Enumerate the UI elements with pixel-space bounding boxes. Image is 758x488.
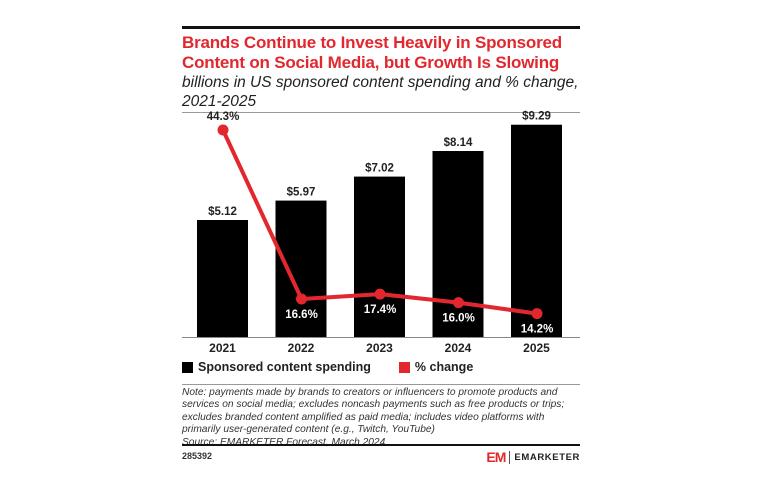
- note-text: Note: payments made by brands to creator…: [182, 387, 565, 436]
- change-value-label: 17.4%: [364, 304, 397, 316]
- bar-2023: [354, 176, 405, 337]
- chart-id: 285392: [182, 451, 213, 461]
- brand-logo: EM EMARKETER: [486, 449, 580, 465]
- x-tick-label: 2025: [523, 341, 550, 355]
- x-tick-label: 2021: [209, 341, 236, 355]
- bar-value-label: $9.29: [522, 111, 551, 123]
- change-point-2022: [296, 293, 307, 305]
- change-point-2023: [374, 288, 386, 300]
- bar-2025: [511, 124, 562, 337]
- bar-2022: [275, 200, 327, 337]
- source-text: Source: EMARKETER Forecast, March 2024: [182, 436, 386, 448]
- combo-chart: $5.12$5.97$7.02$8.14$9.29 2021 2022 2023 20…: [182, 111, 580, 355]
- change-value-label: 14.2%: [521, 324, 554, 336]
- em-logo-icon: EM: [486, 449, 506, 465]
- brand-name: EMARKETER: [514, 451, 580, 463]
- change-value-label: 16.0%: [442, 313, 475, 325]
- bar-value-label: $5.97: [287, 187, 316, 199]
- note-rule: [182, 384, 580, 385]
- legend-label-change: % change: [414, 360, 474, 374]
- change-value-label: 16.6%: [285, 309, 318, 321]
- bar-value-label: $7.02: [365, 163, 394, 175]
- bottom-rule: [182, 444, 580, 446]
- bar-series: $5.12 $5.97 $7.02 $8.14 $9.29: [197, 111, 562, 337]
- legend-item-change: % change: [398, 360, 474, 374]
- legend-label-spending: Sponsored content spending: [198, 360, 371, 374]
- chart-card: Brands Continue to Invest Heavily in Spo…: [182, 0, 580, 488]
- footnote: Note: payments made by brands to creator…: [182, 387, 582, 449]
- legend-swatch-change: [398, 361, 410, 373]
- bar-value-label: $5.12: [208, 206, 237, 218]
- legend: Sponsored content spending % change: [182, 360, 473, 374]
- bar-value-label: $8.14: [444, 137, 473, 149]
- change-value-label: 44.3%: [207, 111, 240, 123]
- line-series: 44.3% 16.6% 17.4% 16.0% 14.2%: [207, 111, 554, 336]
- bar-2021: [197, 220, 248, 337]
- chart-subtitle: billions in US sponsored content spendin…: [182, 74, 579, 110]
- chart-title: Brands Continue to Invest Heavily in Spo…: [182, 33, 562, 72]
- x-tick-label: 2022: [288, 341, 315, 355]
- top-rule: [182, 26, 580, 29]
- logo-divider: [509, 450, 511, 464]
- subtitle-rule: [182, 112, 580, 113]
- legend-item-spending: Sponsored content spending: [182, 360, 371, 374]
- change-point-2021: [217, 124, 229, 136]
- x-tick-label: 2023: [366, 341, 393, 355]
- bar-2024: [432, 151, 484, 337]
- x-tick-labels: 2021 2022 2023 2024 2025: [209, 341, 550, 355]
- x-tick-label: 2024: [445, 341, 472, 355]
- change-point-2025: [531, 308, 543, 320]
- change-point-2024: [453, 297, 464, 309]
- legend-swatch-spending: [182, 361, 193, 373]
